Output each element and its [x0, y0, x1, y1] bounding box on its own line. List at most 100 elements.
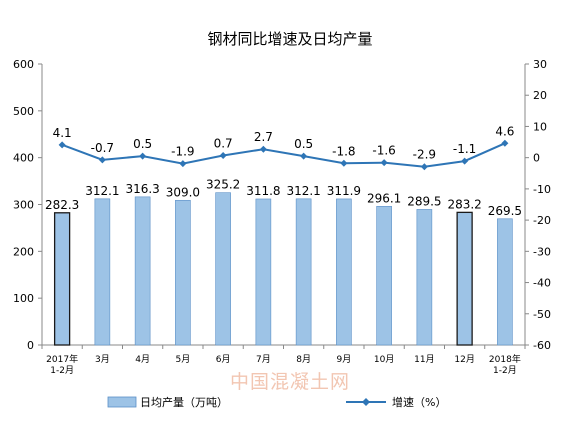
legend: 日均产量（万吨） 增速（%）	[107, 395, 446, 409]
x-tick-label: 12月	[454, 354, 474, 365]
bar	[134, 196, 151, 346]
x-tick-label: 5月	[176, 354, 191, 365]
x-tick-label-line: 11月	[414, 354, 434, 365]
x-tick-label-line: 2018年	[489, 353, 521, 365]
bar-data-label: 296.1	[367, 191, 401, 205]
y-right-tick-label: 20	[533, 89, 547, 102]
x-tick-label-line: 1-2月	[493, 365, 517, 376]
y-left-tick-label: 400	[13, 152, 34, 165]
bar-data-label: 282.3	[45, 198, 79, 212]
growth-data-label: -2.9	[413, 148, 436, 162]
watermark: 中国混凝土网	[230, 371, 350, 393]
plot-area: 0 100 200 300 400 500 600 -60 -50 -40 -30 -20 -10 0 10…	[13, 58, 551, 376]
y-left-tick-label: 200	[13, 245, 34, 258]
x-tick-label-line: 9月	[337, 354, 352, 365]
bar-data-label: 309.0	[166, 185, 200, 199]
growth-data-label: -1.6	[372, 144, 395, 158]
legend-line-marker	[362, 398, 370, 406]
bar	[53, 212, 71, 346]
bar-data-label: 325.2	[206, 178, 240, 192]
legend-bar-swatch	[107, 396, 137, 408]
bar-data-label: 289.5	[407, 194, 441, 208]
growth-marker	[259, 145, 267, 153]
growth-marker	[300, 152, 308, 160]
x-tick-label-line: 12月	[454, 354, 474, 365]
growth-marker	[461, 157, 469, 165]
growth-data-label: 0.7	[214, 136, 233, 150]
x-tick-label: 9月	[337, 354, 352, 365]
x-tick-label: 6月	[216, 354, 231, 365]
x-tick-label-line: 8月	[296, 354, 311, 365]
growth-marker	[420, 163, 428, 171]
x-tick-label-line: 7月	[256, 354, 271, 365]
bar	[175, 199, 191, 346]
y-left-tick-label: 100	[13, 292, 34, 305]
y-right-tick-label: 10	[533, 120, 547, 133]
growth-marker	[340, 159, 348, 167]
x-tick-label-line: 1-2月	[50, 365, 74, 376]
bar	[255, 198, 272, 346]
x-tick-label: 7月	[256, 354, 271, 365]
x-tick-label: 8月	[296, 354, 311, 365]
x-tick-label-line: 4月	[135, 354, 150, 365]
bar-data-label: 269.5	[488, 204, 522, 218]
growth-data-label: -1.9	[171, 145, 194, 159]
y-right-tick-label: -10	[533, 183, 551, 196]
y-right-tick-label: -40	[533, 277, 551, 290]
bar-data-label: 311.8	[246, 184, 280, 198]
y-left-tick-label: 300	[13, 199, 34, 212]
x-tick-label: 3月	[95, 354, 110, 365]
bar-data-label: 312.1	[85, 184, 119, 198]
growth-data-label: -0.7	[91, 141, 114, 155]
y-left-tick-label: 500	[13, 105, 34, 118]
growth-marker	[179, 160, 187, 168]
growth-data-label: 4.1	[53, 126, 72, 140]
growth-data-label: 0.5	[133, 137, 152, 151]
bar-data-label: 312.1	[286, 184, 320, 198]
x-tick-label: 11月	[414, 354, 434, 365]
growth-marker	[501, 139, 509, 147]
bar-data-label: 283.2	[447, 197, 481, 211]
growth-line	[61, 142, 506, 168]
growth-marker	[98, 156, 106, 164]
y-left-tick-label: 600	[13, 58, 34, 71]
x-tick-label: 2017年 1-2月	[46, 353, 78, 376]
bar	[456, 211, 473, 346]
bar	[416, 209, 433, 346]
growth-data-label: 2.7	[254, 130, 273, 144]
y-right-tick-label: -50	[533, 308, 551, 321]
y-right-tick-label: -20	[533, 214, 551, 227]
x-tick-label-line: 6月	[216, 354, 231, 365]
x-tick-label-line: 3月	[95, 354, 110, 365]
growth-data-label: 0.5	[294, 137, 313, 151]
bar-data-label: 311.9	[327, 184, 361, 198]
y-right-tick-label: -60	[533, 339, 551, 352]
y-right-tick-label: -30	[533, 245, 551, 258]
growth-data-label: -1.1	[453, 142, 476, 156]
growth-marker	[219, 151, 227, 159]
x-tick-label: 2018年 1-2月	[489, 353, 521, 376]
x-tick-label-line: 2017年	[46, 353, 78, 365]
bar	[94, 198, 111, 346]
bar-data-label: 316.3	[125, 182, 159, 196]
x-tick-label-line: 10月	[374, 354, 394, 365]
x-tick-label: 10月	[374, 354, 394, 365]
y-right-tick-label: 30	[533, 58, 547, 71]
growth-data-label: -1.8	[332, 144, 355, 158]
bar	[215, 192, 231, 346]
growth-marker	[58, 141, 66, 149]
growth-data-label: 4.6	[495, 124, 514, 138]
y-right-tick-label: 0	[533, 152, 540, 165]
bar	[336, 198, 352, 346]
legend-bar-label: 日均产量（万吨）	[140, 395, 228, 409]
growth-marker	[380, 159, 388, 167]
growth-marker	[139, 152, 147, 160]
chart-title: 钢材同比增速及日均产量	[207, 30, 372, 48]
bar	[376, 206, 392, 346]
x-tick-label-line: 5月	[176, 354, 191, 365]
legend-line-label: 增速（%）	[392, 395, 446, 409]
x-tick-label: 4月	[135, 354, 150, 365]
bar	[497, 218, 513, 346]
y-left-tick-label: 0	[27, 339, 34, 352]
